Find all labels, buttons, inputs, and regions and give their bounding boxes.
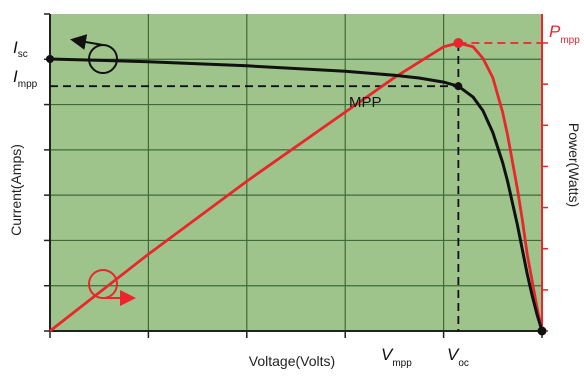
impp-label-sub: mpp [18, 79, 38, 90]
bottom-axis [49, 330, 543, 338]
impp-label: Impp [13, 67, 38, 90]
power-curve [49, 41, 544, 333]
isc-point [46, 55, 54, 63]
vmpp-label-sub: mpp [392, 358, 412, 369]
isc-label-main: I [13, 38, 18, 57]
vmpp-label-main: V [381, 345, 394, 364]
voc-label-main: V [447, 345, 460, 364]
pmpp-label-main: P [549, 22, 561, 41]
current-axis-indicator-icon [70, 34, 118, 74]
voc-label-sub: oc [458, 358, 469, 369]
right-axis [541, 14, 548, 332]
pmpp-point [453, 38, 464, 48]
pmpp-label: Pmpp [549, 22, 580, 46]
mpp-label: MPP [349, 94, 382, 111]
power-axis-indicator-icon [88, 269, 136, 306]
y-axis-right-label: Power(Watts) [566, 123, 582, 207]
grid [50, 14, 542, 331]
plot-background [50, 14, 542, 331]
x-axis-label: Voltage(Volts) [249, 353, 335, 369]
vmpp-label: Vmpp [381, 345, 412, 369]
pmpp-label-sub: mpp [560, 35, 580, 46]
current-curve [49, 57, 544, 332]
voc-label: Voc [447, 345, 469, 369]
impp-label-main: I [13, 67, 18, 86]
key-points [46, 38, 547, 336]
mpp-point [454, 82, 463, 91]
voc-point [537, 326, 547, 336]
left-axis [44, 13, 51, 332]
isc-label: Isc [13, 38, 28, 60]
isc-label-sub: sc [18, 49, 28, 60]
guide-lines [50, 42, 542, 331]
y-axis-left-label: Current(Amps) [8, 144, 24, 236]
